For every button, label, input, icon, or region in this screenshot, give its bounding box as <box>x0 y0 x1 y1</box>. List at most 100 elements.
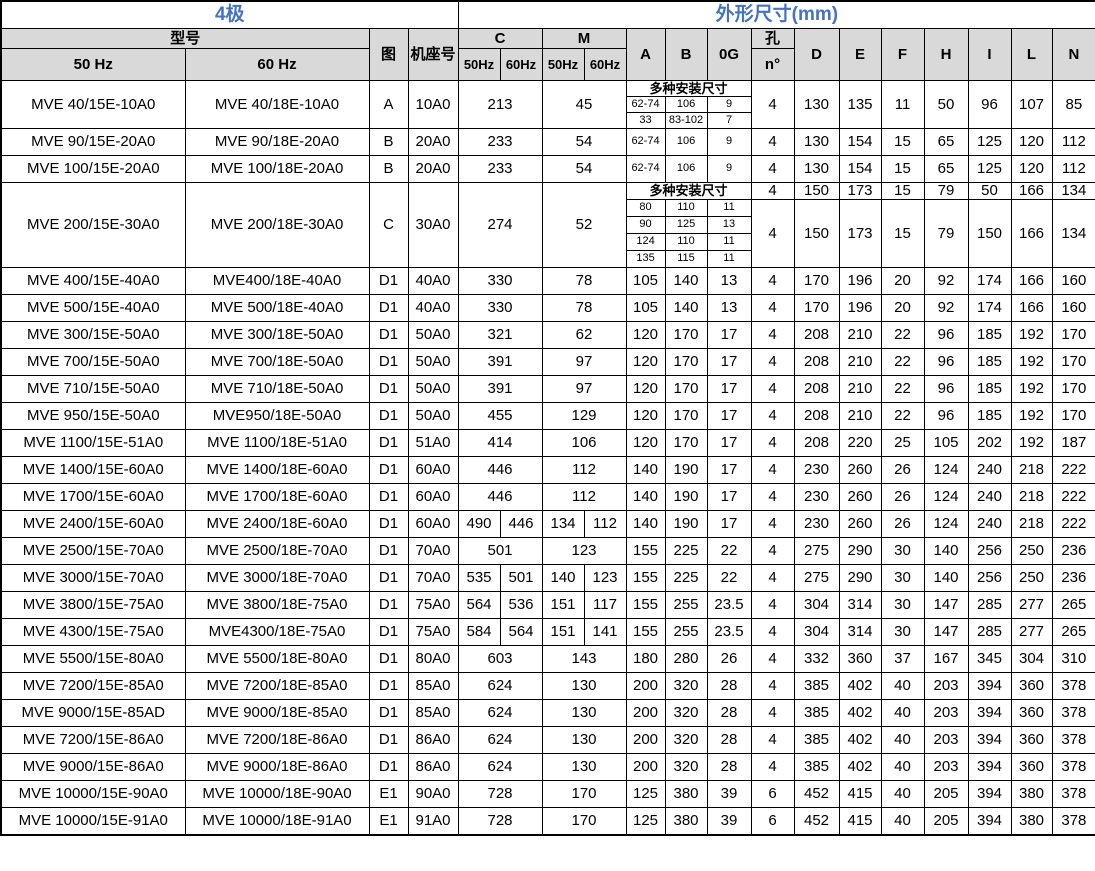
dim-f-cell: 15 <box>880 199 925 268</box>
dim-h-cell: 96 <box>923 375 969 403</box>
model-60hz-cell: MVE 1100/18E-51A0 <box>184 429 370 457</box>
dim-l-cell: 192 <box>1010 375 1053 403</box>
dim-n-cell: 378 <box>1051 672 1095 700</box>
model-60hz-cell: MVE 10000/18E-91A0 <box>184 807 370 835</box>
dim-n-cell: 378 <box>1051 780 1095 808</box>
hole-count-cell: 4 <box>750 80 795 129</box>
model-50hz-cell: MVE 40/15E-10A0 <box>0 80 186 129</box>
dim-h-cell: 96 <box>923 321 969 349</box>
dim-e-cell: 314 <box>838 618 882 646</box>
model-50hz-cell: MVE 500/15E-40A0 <box>0 294 186 322</box>
dim-d-cell: 150 <box>793 199 840 268</box>
hole-count-cell: 4 <box>750 199 795 268</box>
dim-l-cell: 218 <box>1010 456 1053 484</box>
dim-b-cell: 170 <box>664 375 708 403</box>
header-f: F <box>880 28 925 81</box>
m-cell: 170 <box>541 780 627 808</box>
dim-e-cell: 210 <box>838 321 882 349</box>
dim-l-cell: 360 <box>1010 699 1053 727</box>
dim-d-cell: 332 <box>793 645 840 673</box>
c-cell: 446 <box>457 483 543 511</box>
m-cell: 170 <box>541 807 627 835</box>
model-50hz-cell: MVE 3000/15E-70A0 <box>0 564 186 592</box>
dim-f-cell: 40 <box>880 672 925 700</box>
figure-cell: D1 <box>368 618 409 646</box>
hole-count-cell: 4 <box>750 753 795 781</box>
dim-e-cell: 210 <box>838 348 882 376</box>
m-cell: 97 <box>541 348 627 376</box>
dim-n-cell: 378 <box>1051 753 1095 781</box>
dim-n-cell: 170 <box>1051 348 1095 376</box>
dim-e-cell: 360 <box>838 645 882 673</box>
dim-i-cell: 50 <box>967 182 1012 200</box>
frame-cell: 50A0 <box>407 375 459 403</box>
dim-l-cell: 192 <box>1010 402 1053 430</box>
dim-n-cell: 170 <box>1051 402 1095 430</box>
dim-og-cell: 17 <box>706 429 752 457</box>
dim-d-cell: 208 <box>793 375 840 403</box>
m-cell: 52 <box>541 182 627 268</box>
frame-cell: 85A0 <box>407 699 459 727</box>
dim-f-cell: 37 <box>880 645 925 673</box>
dim-i-cell: 150 <box>967 199 1012 268</box>
c-50hz-cell: 564 <box>457 591 501 619</box>
dim-f-cell: 26 <box>880 483 925 511</box>
dim-d-cell: 150 <box>793 182 840 200</box>
m-cell: 130 <box>541 753 627 781</box>
dim-og-cell: 17 <box>706 375 752 403</box>
dim-e-cell: 402 <box>838 726 882 754</box>
dim-og-cell: 13 <box>706 267 752 295</box>
c-cell: 391 <box>457 348 543 376</box>
model-60hz-cell: MVE 9000/18E-85A0 <box>184 699 370 727</box>
dim-n-cell: 265 <box>1051 591 1095 619</box>
dim-d-cell: 130 <box>793 128 840 156</box>
dim-n-cell: 134 <box>1051 199 1095 268</box>
dim-n-cell: 222 <box>1051 483 1095 511</box>
dim-l-cell: 120 <box>1010 155 1053 183</box>
model-60hz-cell: MVE 710/18E-50A0 <box>184 375 370 403</box>
m-cell: 78 <box>541 294 627 322</box>
figure-cell: A <box>368 80 409 129</box>
dim-l-cell: 380 <box>1010 780 1053 808</box>
dim-b-cell: 380 <box>664 807 708 835</box>
dim-h-cell: 50 <box>923 80 969 129</box>
dim-a-cell: 200 <box>625 753 666 781</box>
dim-n-cell: 222 <box>1051 456 1095 484</box>
dim-h-cell: 205 <box>923 780 969 808</box>
dim-og-cell: 7 <box>706 112 752 129</box>
dim-e-cell: 135 <box>838 80 882 129</box>
dim-h-cell: 147 <box>923 618 969 646</box>
dim-l-cell: 192 <box>1010 429 1053 457</box>
dim-b-cell: 255 <box>664 618 708 646</box>
dim-f-cell: 22 <box>880 402 925 430</box>
dim-n-cell: 378 <box>1051 807 1095 835</box>
model-50hz-cell: MVE 10000/15E-91A0 <box>0 807 186 835</box>
model-50hz-cell: MVE 3800/15E-75A0 <box>0 591 186 619</box>
dim-e-cell: 173 <box>838 182 882 200</box>
c-cell: 330 <box>457 294 543 322</box>
dim-l-cell: 120 <box>1010 128 1053 156</box>
spec-table-body: MVE 40/15E-10A0 MVE 40/18E-10A0 A 10A0 213 45… <box>0 80 1095 835</box>
c-50hz-cell: 535 <box>457 564 501 592</box>
dim-og-cell: 9 <box>706 96 752 113</box>
dim-i-cell: 125 <box>967 128 1012 156</box>
dim-f-cell: 40 <box>880 753 925 781</box>
frame-cell: 50A0 <box>407 402 459 430</box>
m-cell: 130 <box>541 726 627 754</box>
frame-cell: 60A0 <box>407 483 459 511</box>
header-a: A <box>625 28 666 81</box>
dim-og-cell: 17 <box>706 456 752 484</box>
frame-cell: 10A0 <box>407 80 459 129</box>
dim-d-cell: 230 <box>793 510 840 538</box>
dim-i-cell: 394 <box>967 672 1012 700</box>
dim-b-cell: 225 <box>664 564 708 592</box>
dim-h-cell: 203 <box>923 753 969 781</box>
dim-b-cell: 380 <box>664 780 708 808</box>
dim-i-cell: 256 <box>967 564 1012 592</box>
dim-i-cell: 240 <box>967 456 1012 484</box>
dim-f-cell: 26 <box>880 510 925 538</box>
dim-l-cell: 360 <box>1010 672 1053 700</box>
header-h: H <box>923 28 969 81</box>
model-60hz-cell: MVE400/18E-40A0 <box>184 267 370 295</box>
dim-f-cell: 22 <box>880 348 925 376</box>
